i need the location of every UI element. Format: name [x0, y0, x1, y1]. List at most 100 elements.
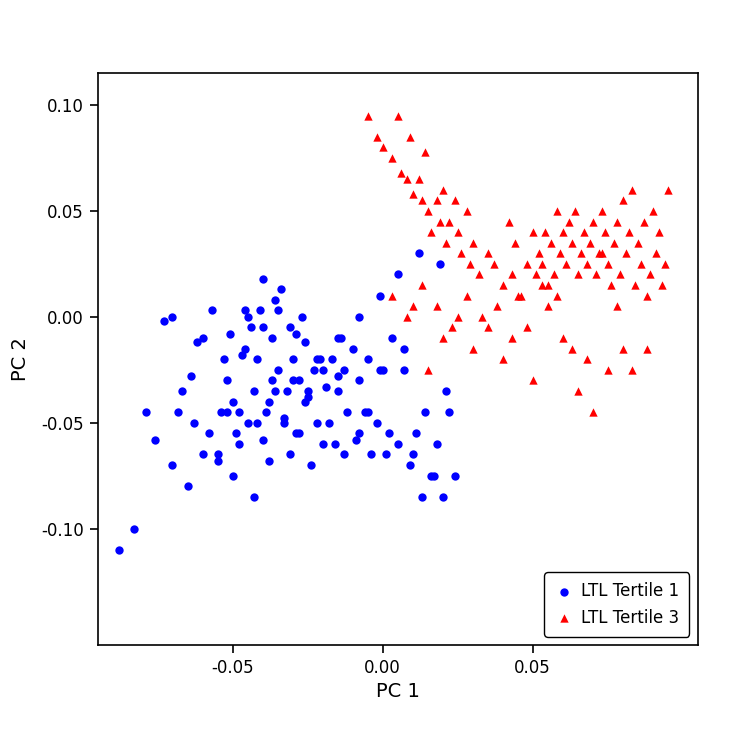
LTL Tertile 3 — [466, 343, 478, 355]
LTL Tertile 3 — [442, 216, 454, 227]
LTL Tertile 1 — [392, 268, 404, 280]
LTL Tertile 1 — [220, 375, 232, 386]
LTL Tertile 3 — [542, 301, 554, 312]
LTL Tertile 1 — [140, 406, 152, 418]
LTL Tertile 3 — [464, 258, 476, 270]
LTL Tertile 3 — [568, 205, 580, 217]
LTL Tertile 1 — [232, 406, 244, 418]
LTL Tertile 1 — [190, 336, 202, 348]
LTL Tertile 1 — [298, 396, 310, 408]
LTL Tertile 1 — [436, 491, 448, 503]
LTL Tertile 3 — [406, 301, 418, 312]
LTL Tertile 1 — [284, 449, 296, 460]
LTL Tertile 3 — [614, 268, 626, 280]
LTL Tertile 3 — [532, 248, 544, 259]
LTL Tertile 3 — [620, 248, 632, 259]
LTL Tertile 3 — [586, 406, 598, 418]
LTL Tertile 1 — [382, 427, 394, 439]
LTL Tertile 1 — [442, 406, 454, 418]
LTL Tertile 1 — [338, 449, 350, 460]
LTL Tertile 1 — [226, 470, 238, 482]
LTL Tertile 1 — [112, 544, 125, 556]
LTL Tertile 1 — [182, 480, 194, 492]
LTL Tertile 3 — [604, 279, 616, 291]
LTL Tertile 1 — [290, 427, 302, 439]
LTL Tertile 1 — [440, 385, 452, 397]
LTL Tertile 1 — [184, 370, 196, 382]
LTL Tertile 3 — [580, 258, 592, 270]
LTL Tertile 1 — [286, 353, 298, 365]
LTL Tertile 3 — [638, 216, 650, 227]
LTL Tertile 3 — [430, 301, 442, 312]
LTL Tertile 3 — [514, 290, 526, 301]
LTL Tertile 1 — [302, 391, 313, 403]
LTL Tertile 1 — [430, 438, 442, 450]
LTL Tertile 1 — [292, 427, 304, 439]
LTL Tertile 1 — [358, 406, 370, 418]
LTL Tertile 1 — [308, 364, 320, 375]
LTL Tertile 3 — [536, 258, 548, 270]
LTL Tertile 3 — [526, 226, 538, 238]
LTL Tertile 3 — [506, 332, 518, 344]
LTL Tertile 1 — [424, 470, 436, 482]
LTL Tertile 3 — [476, 311, 488, 323]
LTL Tertile 3 — [574, 248, 586, 259]
LTL Tertile 1 — [211, 455, 223, 467]
LTL Tertile 3 — [506, 268, 518, 280]
LTL Tertile 1 — [350, 434, 361, 446]
LTL Tertile 3 — [562, 216, 574, 227]
LTL Tertile 3 — [536, 279, 548, 291]
LTL Tertile 3 — [422, 205, 434, 217]
LTL Tertile 3 — [520, 258, 532, 270]
LTL Tertile 1 — [242, 311, 254, 323]
LTL Tertile 1 — [272, 305, 284, 317]
LTL Tertile 3 — [376, 141, 388, 153]
LTL Tertile 1 — [284, 322, 296, 334]
LTL Tertile 1 — [172, 406, 184, 418]
LTL Tertile 1 — [260, 406, 272, 418]
LTL Tertile 1 — [352, 311, 364, 323]
LTL Tertile 3 — [586, 216, 598, 227]
LTL Tertile 3 — [626, 364, 638, 375]
LTL Tertile 3 — [628, 279, 640, 291]
LTL Tertile 3 — [608, 237, 619, 248]
LTL Tertile 3 — [509, 237, 520, 248]
LTL Tertile 3 — [656, 279, 668, 291]
LTL Tertile 3 — [560, 258, 572, 270]
LTL Tertile 3 — [584, 237, 596, 248]
LTL Tertile 3 — [433, 216, 445, 227]
LTL Tertile 3 — [422, 364, 434, 375]
LTL Tertile 1 — [352, 375, 364, 386]
LTL Tertile 1 — [364, 449, 376, 460]
LTL Tertile 3 — [452, 311, 464, 323]
LTL Tertile 1 — [338, 364, 350, 375]
LTL Tertile 1 — [290, 328, 302, 339]
LTL Tertile 1 — [380, 449, 392, 460]
LTL Tertile 3 — [652, 226, 664, 238]
LTL Tertile 1 — [211, 449, 223, 460]
LTL Tertile 1 — [316, 364, 328, 375]
LTL Tertile 3 — [440, 237, 452, 248]
LTL Tertile 1 — [214, 406, 226, 418]
LTL Tertile 1 — [392, 438, 404, 450]
LTL Tertile 1 — [413, 248, 424, 259]
LTL Tertile 1 — [362, 353, 374, 365]
LTL Tertile 3 — [430, 194, 442, 206]
LTL Tertile 1 — [232, 438, 244, 450]
LTL Tertile 1 — [251, 353, 262, 365]
LTL Tertile 3 — [572, 385, 584, 397]
LTL Tertile 3 — [538, 226, 550, 238]
LTL Tertile 3 — [632, 237, 644, 248]
LTL Tertile 3 — [572, 268, 584, 280]
LTL Tertile 3 — [400, 311, 412, 323]
LTL Tertile 1 — [188, 417, 200, 429]
LTL Tertile 1 — [242, 417, 254, 429]
LTL Tertile 1 — [310, 417, 322, 429]
LTL Tertile 1 — [244, 322, 256, 334]
LTL Tertile 3 — [386, 290, 398, 301]
LTL Tertile 3 — [512, 290, 524, 301]
LTL Tertile 3 — [472, 268, 484, 280]
LTL Tertile 1 — [224, 328, 236, 339]
LTL Tertile 3 — [482, 248, 494, 259]
LTL Tertile 1 — [196, 332, 208, 344]
